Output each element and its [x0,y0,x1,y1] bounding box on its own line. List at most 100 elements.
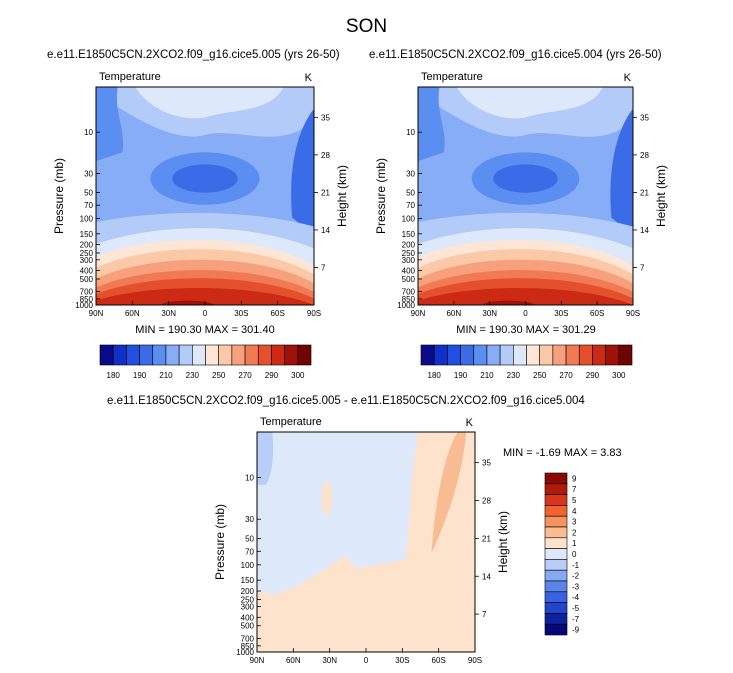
diff-colorbar-label: -9 [572,626,580,635]
right-colorbar-swatch [526,344,540,366]
left-colorbar-swatch [112,344,127,366]
diff-ytick-label: 400 [241,613,255,622]
right-contours [418,87,633,305]
right-ytick-label: 400 [402,267,416,276]
diff-pos-blob [321,480,333,516]
right-colorbar-swatch [552,344,567,366]
left-y2label: Height (km) [335,165,349,227]
diff-units-label: K [466,417,474,429]
right-ytick-label: 300 [402,256,416,265]
left-colorbar-swatch [271,344,285,366]
diff-htick-label: 14 [482,572,491,581]
diff-ytick-label: 30 [245,515,254,524]
right-cold-inner [493,164,558,193]
left-colorbar-swatch [244,344,259,366]
right-ytick-label: 50 [406,189,415,198]
diff-colorbar-label: 1 [572,539,577,548]
diff-ytick-label: 1000 [236,648,254,657]
right-htick-label: 21 [640,188,649,197]
left-colorbar-label: 270 [238,371,252,380]
left-xtick-label: 30N [161,309,176,318]
left-htick-label: 35 [321,113,330,122]
right-ytick-label: 150 [402,230,416,239]
diff-colorbar-swatch [544,515,568,528]
diff-xtick-label: 30S [395,656,409,665]
left-colorbar-swatch [139,344,154,366]
diff-stats: MIN = -1.69 MAX = 3.83 [503,447,622,459]
left-contours [96,87,314,305]
diff-colorbar-swatch [544,537,568,549]
right-panel-title: e.e11.E1850C5CN.2XCO2.f09_g16.cice5.004 … [369,49,662,61]
right-ytick-label: 1000 [397,301,415,310]
diff-neg-region [257,432,419,595]
left-htick-label: 28 [321,151,330,160]
diff-xtick-label: 30N [322,656,337,665]
left-colorbar-label: 300 [291,371,305,380]
left-colorbar-label: 210 [159,371,173,380]
diff-ytick-label: 100 [241,561,255,570]
left-colorbar-label: 190 [133,371,147,380]
left-xtick-label: 60N [125,309,140,318]
right-xtick-label: 30N [482,309,497,318]
left-htick-label: 21 [321,188,330,197]
left-xtick-label: 0 [203,309,208,318]
right-ytick-label: 850 [402,295,416,304]
left-band-top [135,87,284,119]
right-colorbar-label: 210 [480,371,494,380]
left-band-np [96,87,124,162]
right-colorbar-swatch [460,344,475,366]
diff-xtick-label: 90S [468,656,482,665]
diff-ytick-label: 70 [245,547,254,556]
diff-panel-title: e.e11.E1850C5CN.2XCO2.f09_g16.cice5.005 … [107,395,585,407]
diff-colorbar-label: 0 [572,550,577,559]
left-colorbar-swatch [126,344,140,366]
left-xtick-label: 90N [89,309,104,318]
right-band-np [418,87,445,162]
diff-ytick-label: 10 [245,474,254,483]
left-xtick-label: 60S [271,309,285,318]
left-colorbar-label: 230 [186,371,200,380]
diff-colorbar-label: 3 [572,518,577,527]
left-ytick-label: 30 [84,169,93,178]
right-colorbar-swatch [539,344,554,366]
diff-htick-label: 7 [482,610,487,619]
diff-ytick-label: 150 [241,576,255,585]
left-ytick-label: 100 [80,215,94,224]
left-colorbar-swatch [165,344,180,366]
right-ytick-label: 700 [402,288,416,297]
left-colorbar-swatch [284,344,299,366]
diff-xtick-label: 60S [432,656,446,665]
left-ytick-label: 200 [80,241,94,250]
left-ytick-label: 500 [80,275,94,284]
diff-ytick-label: 700 [241,634,255,643]
left-colorbar-swatch [99,344,114,366]
diff-xtick-label: 0 [364,656,369,665]
diff-colorbar-swatch [544,559,568,571]
right-y2label: Height (km) [654,165,668,227]
right-colorbar-label: 290 [586,371,600,380]
right-htick-label: 7 [640,263,645,272]
left-colorbar-label: 290 [265,371,279,380]
diff-contours [257,432,475,652]
right-band-top [456,87,603,119]
right-colorbar-label: 250 [533,371,547,380]
left-colorbar-label: 180 [107,371,121,380]
diff-ytick-label: 850 [241,642,255,651]
left-ylabel: Pressure (mb) [52,158,66,234]
right-htick-label: 28 [640,151,649,160]
diff-colorbar-swatch [544,580,568,593]
right-colorbar-swatch [578,344,593,366]
right-ylabel: Pressure (mb) [374,158,388,234]
left-colorbar-swatch [257,344,272,366]
diff-colorbar-label: 9 [572,474,577,483]
diff-colorbar-label: -7 [572,615,580,624]
right-band-hot [482,300,535,305]
diff-colorbar-swatch [544,472,568,485]
right-units-label: K [624,72,632,84]
diff-colorbar-label: 5 [572,496,577,505]
right-band-sp [610,108,633,236]
left-ytick-label: 1000 [75,301,93,310]
left-colorbar-swatch [218,344,233,366]
diff-neg-np [257,432,274,485]
